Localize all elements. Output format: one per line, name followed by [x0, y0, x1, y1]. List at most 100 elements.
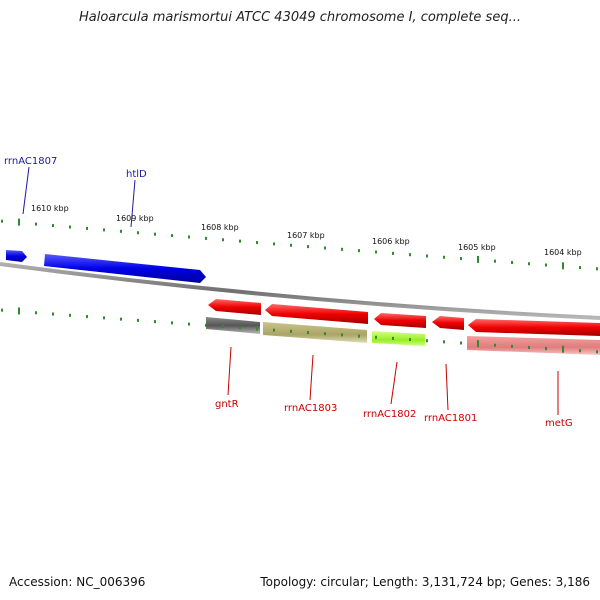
gene-feature-gntR[interactable] — [208, 299, 261, 315]
minor-tick — [392, 251, 394, 255]
category-feature-rrnAC1802[interactable] — [372, 331, 425, 346]
minor-tick — [392, 336, 394, 340]
minor-tick — [341, 333, 343, 337]
minor-tick — [307, 245, 309, 249]
minor-tick — [188, 235, 190, 239]
minor-tick — [426, 339, 428, 343]
minor-tick — [239, 326, 241, 330]
minor-tick — [409, 253, 411, 257]
tick-label: 1609 kbp — [116, 214, 154, 223]
minor-tick — [171, 321, 173, 325]
tick-label: 1607 kbp — [287, 231, 325, 240]
gene-feature-rrnAC1802[interactable] — [374, 313, 426, 328]
minor-tick — [460, 257, 462, 261]
minor-tick — [290, 243, 292, 247]
chromosome-backbone — [0, 262, 600, 320]
minor-tick — [171, 234, 173, 238]
major-tick — [477, 340, 479, 348]
inner-tick-ruler — [1, 307, 598, 354]
minor-tick — [324, 246, 326, 250]
minor-tick — [443, 255, 445, 259]
gene-feature-rrnAC1803[interactable] — [265, 304, 368, 324]
minor-tick — [579, 349, 581, 353]
tick-label: 1610 kbp — [31, 204, 69, 213]
map-title: Haloarcula marismortui ATCC 43049 chromo… — [79, 10, 521, 25]
forward-gene-features — [6, 250, 206, 283]
tick-labels: 1610 kbp 1609 kbp 1608 kbp 1607 kbp 1606 kbp… — [31, 204, 582, 257]
minor-tick — [137, 318, 139, 322]
minor-tick — [460, 341, 462, 345]
minor-tick — [375, 250, 377, 254]
gene-feature-rrnAC1807[interactable] — [6, 250, 27, 262]
minor-tick — [1, 308, 3, 312]
minor-tick — [52, 312, 54, 316]
minor-tick — [69, 225, 71, 229]
gene-label-leader — [130, 179, 136, 228]
minor-tick — [545, 263, 547, 267]
minor-tick — [154, 320, 156, 324]
minor-tick — [290, 329, 292, 333]
minor-tick — [409, 338, 411, 342]
major-tick — [18, 307, 20, 315]
gene-label-rrnAC1801[interactable]: rrnAC1801 — [424, 413, 477, 424]
genome-summary-text: Topology: circular; Length: 3,131,724 bp… — [260, 575, 590, 589]
minor-tick — [341, 247, 343, 251]
minor-tick — [35, 222, 37, 226]
minor-tick — [86, 315, 88, 319]
gene-label-rrnAC1802[interactable]: rrnAC1802 — [363, 409, 416, 420]
major-tick — [562, 262, 564, 270]
minor-tick — [494, 259, 496, 263]
minor-tick — [120, 229, 122, 233]
gene-label-gntR[interactable]: gntR — [215, 399, 239, 410]
minor-tick — [579, 266, 581, 270]
minor-tick — [273, 328, 275, 332]
minor-tick — [596, 267, 598, 271]
minor-tick — [120, 317, 122, 321]
minor-tick — [358, 334, 360, 338]
minor-tick — [103, 228, 105, 232]
major-tick — [562, 345, 564, 353]
tick-label: 1608 kbp — [201, 223, 239, 232]
minor-tick — [494, 343, 496, 347]
minor-tick — [375, 335, 377, 339]
minor-tick — [256, 241, 258, 245]
gene-feature-rrnAC1801[interactable] — [432, 316, 464, 330]
minor-tick — [528, 345, 530, 349]
accession-text: Accession: NC_006396 — [9, 575, 146, 589]
gene-label-metG[interactable]: metG — [545, 418, 573, 429]
minor-tick — [86, 226, 88, 230]
gene-label-rrnAC1807[interactable]: rrnAC1807 — [4, 156, 57, 167]
minor-tick — [52, 224, 54, 228]
minor-tick — [307, 331, 309, 335]
minor-tick — [256, 327, 258, 331]
minor-tick — [596, 350, 598, 354]
minor-tick — [528, 262, 530, 266]
minor-tick — [103, 316, 105, 320]
minor-tick — [443, 340, 445, 344]
gene-labels: rrnAC1807 htlD gntR rrnAC1803 rrnAC1802 rrnAC… — [4, 156, 573, 429]
minor-tick — [511, 344, 513, 348]
minor-tick — [426, 254, 428, 258]
minor-tick — [188, 322, 190, 326]
category-feature-metG[interactable] — [467, 336, 600, 355]
gene-label-rrnAC1803[interactable]: rrnAC1803 — [284, 403, 337, 414]
minor-tick — [35, 311, 37, 315]
minor-tick — [205, 323, 207, 327]
reverse-gene-features — [208, 299, 600, 336]
gene-label-htlD[interactable]: htlD — [126, 169, 147, 180]
category-feature-gntR[interactable] — [206, 317, 260, 334]
major-tick — [18, 218, 20, 226]
minor-tick — [545, 347, 547, 351]
tick-label: 1604 kbp — [544, 248, 582, 257]
minor-tick — [222, 325, 224, 329]
minor-tick — [222, 238, 224, 242]
minor-tick — [511, 260, 513, 264]
gene-label-leader — [22, 166, 30, 215]
minor-tick — [69, 313, 71, 317]
gene-feature-metG[interactable] — [468, 319, 600, 336]
gene-feature-htlD[interactable] — [44, 254, 206, 283]
minor-tick — [1, 219, 3, 223]
category-feature-rrnAC1803[interactable] — [263, 322, 367, 343]
major-tick — [477, 255, 479, 263]
